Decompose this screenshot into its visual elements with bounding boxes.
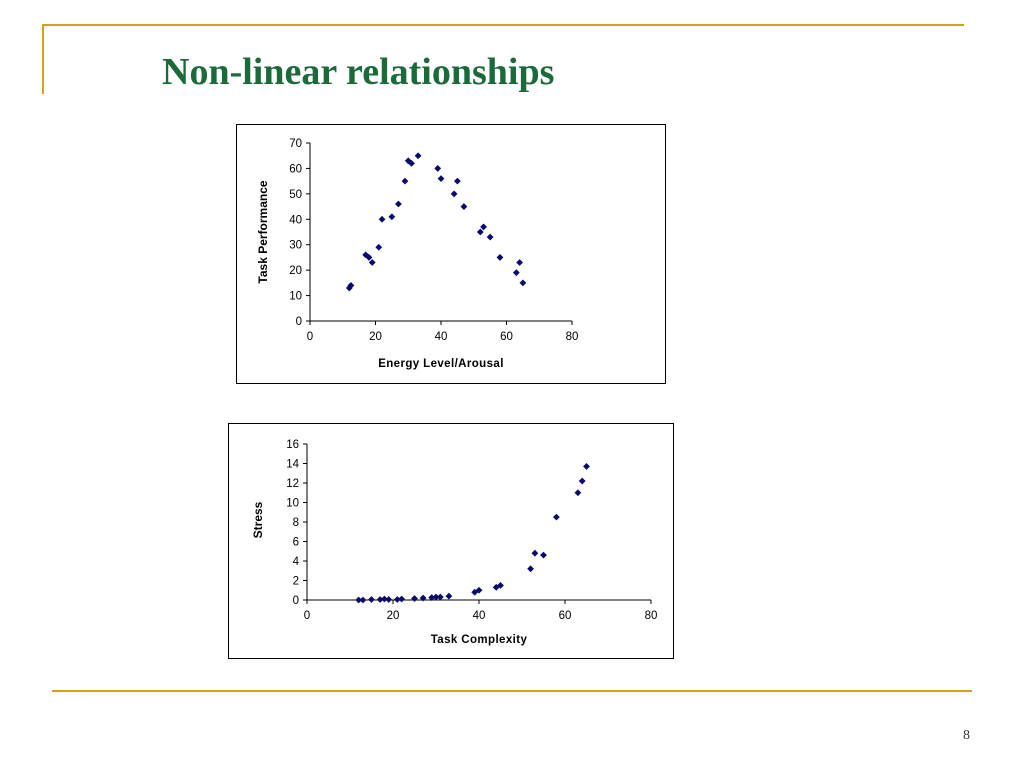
complexity-stress-chart: Stress Task Complexity 0 2 4 6 8 10 12 14 16 0 20 4… <box>228 423 674 659</box>
data-point <box>540 551 547 559</box>
y-tick-label: 20 <box>289 265 302 277</box>
y-axis-label: Task Performance <box>256 180 270 283</box>
data-point <box>355 596 362 604</box>
y-tick-label: 40 <box>289 214 302 226</box>
data-point <box>453 177 461 185</box>
data-point <box>368 259 376 266</box>
data-point <box>516 259 523 266</box>
data-point <box>398 595 405 603</box>
data-point <box>553 513 560 521</box>
data-point <box>583 463 590 470</box>
data-point <box>531 549 539 557</box>
data-point <box>480 223 487 231</box>
data-point <box>527 565 534 573</box>
y-tick-label: 10 <box>289 291 302 303</box>
data-point <box>395 200 402 208</box>
arousal-performance-chart: Task Performance Energy Level/Arousal 0 1… <box>236 124 666 384</box>
y-tick-label: 8 <box>293 517 299 529</box>
data-point <box>496 254 504 261</box>
y-tick-label: 6 <box>293 537 299 549</box>
x-tick-label: 20 <box>387 610 400 622</box>
data-point <box>375 243 383 251</box>
x-tick-label: 60 <box>559 610 572 622</box>
data-point <box>450 190 458 198</box>
y-tick-label: 70 <box>289 138 302 150</box>
x-tick-label: 80 <box>566 331 579 343</box>
left-rule <box>42 24 44 94</box>
data-point <box>359 596 367 604</box>
y-tick-label: 12 <box>286 478 299 490</box>
x-tick-label: 80 <box>645 610 658 622</box>
data-point <box>414 152 422 160</box>
y-tick-label: 16 <box>286 439 299 451</box>
data-point <box>388 213 396 221</box>
complexity-stress-plot: Stress Task Complexity 0 2 4 6 8 10 12 14 16 0 20 4… <box>251 439 658 646</box>
data-point <box>419 594 427 602</box>
data-point <box>434 165 442 172</box>
data-point <box>519 279 527 287</box>
data-point <box>436 593 444 601</box>
data-point <box>365 254 373 261</box>
data-point <box>497 581 504 589</box>
data-point <box>381 595 388 603</box>
data-point <box>428 594 436 601</box>
data-point <box>376 596 384 603</box>
data-point <box>401 177 409 185</box>
data-point <box>432 593 440 601</box>
data-point <box>437 175 445 182</box>
data-point <box>476 228 484 236</box>
data-point <box>368 596 375 603</box>
slide-title: Non-linear relationships <box>162 51 555 93</box>
y-tick-label: 14 <box>286 459 299 471</box>
data-point <box>378 215 386 223</box>
y-tick-label: 10 <box>286 498 299 510</box>
x-tick-label: 40 <box>473 610 486 622</box>
x-tick-label: 0 <box>307 331 313 343</box>
y-axis-label: Stress <box>251 501 265 538</box>
top-rule <box>42 24 964 26</box>
data-point <box>408 159 415 167</box>
data-point <box>411 595 418 602</box>
data-point <box>486 233 494 241</box>
y-tick-label: 0 <box>293 595 299 607</box>
data-point <box>393 596 401 603</box>
data-point <box>385 596 393 603</box>
x-axis-label: Task Complexity <box>431 634 528 646</box>
x-tick-label: 40 <box>435 331 448 343</box>
data-point <box>460 203 468 210</box>
bottom-rule <box>52 690 972 692</box>
x-axis-label: Energy Level/Arousal <box>378 358 504 370</box>
y-tick-label: 50 <box>289 189 302 201</box>
y-tick-label: 30 <box>289 240 302 252</box>
y-tick-label: 60 <box>289 163 302 175</box>
y-tick-label: 4 <box>293 556 300 568</box>
x-tick-label: 20 <box>369 331 382 343</box>
data-point <box>345 284 353 292</box>
data-point <box>471 588 479 596</box>
x-tick-label: 0 <box>304 610 310 622</box>
data-point <box>445 592 453 600</box>
y-tick-label: 2 <box>293 576 299 588</box>
x-tick-label: 60 <box>500 331 513 343</box>
y-tick-label: 0 <box>296 316 302 328</box>
data-point <box>475 586 483 594</box>
data-point <box>512 269 520 277</box>
arousal-performance-plot: Task Performance Energy Level/Arousal 0 1… <box>256 138 579 370</box>
data-point <box>578 477 586 485</box>
data-point <box>347 282 355 289</box>
data-point <box>574 489 582 497</box>
page-number: 8 <box>963 728 970 743</box>
